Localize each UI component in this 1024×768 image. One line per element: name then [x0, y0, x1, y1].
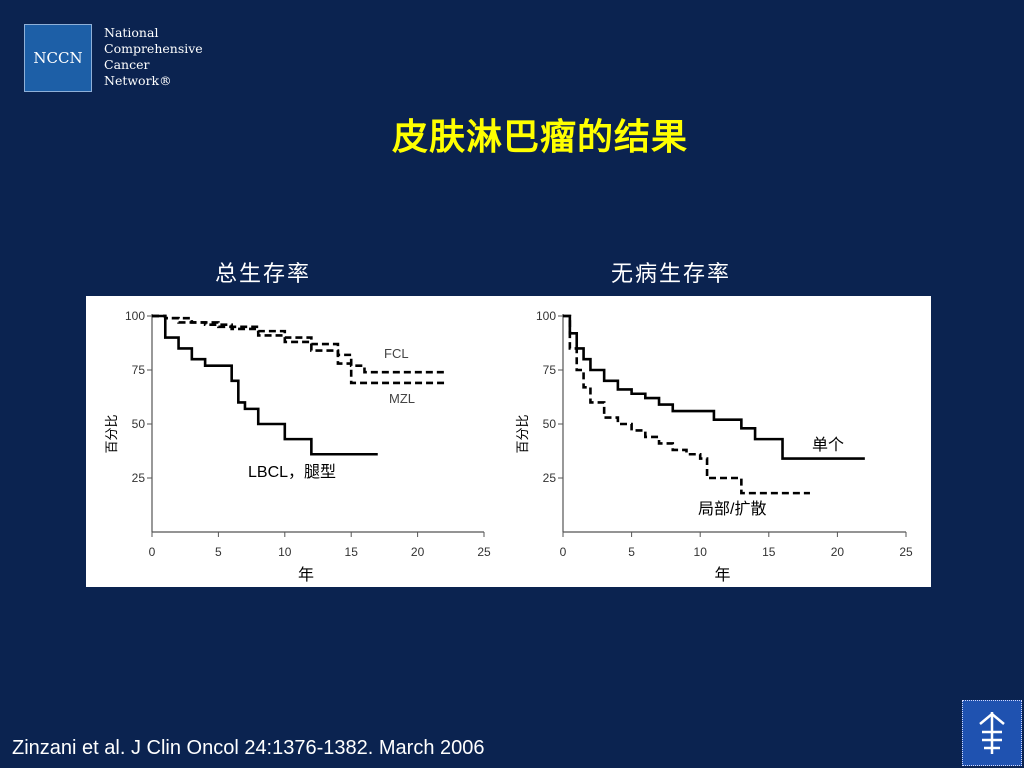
caduceus-style-emblem-icon — [962, 700, 1022, 766]
x-tick-label: 20 — [411, 545, 425, 559]
y-tick-label: 100 — [536, 309, 556, 323]
slide-title: 皮肤淋巴瘤的结果 — [391, 117, 688, 158]
series-line-1 — [152, 314, 445, 385]
disease-free-survival-chart: 25 50 75 100 0 5 10 15 20 25 年 百分比单个局部/扩散 — [516, 309, 913, 584]
y-axis-title: 百分比 — [516, 414, 531, 453]
x-tick-label: 25 — [477, 545, 491, 559]
y-tick-label: 100 — [125, 309, 145, 323]
x-axis-title: 年 — [298, 565, 314, 584]
y-tick-label: 25 — [543, 471, 557, 485]
x-tick-label: 10 — [694, 545, 708, 559]
x-tick-label: 0 — [560, 545, 567, 559]
logo-line-2: Comprehensive — [104, 41, 203, 56]
series-line-0 — [563, 314, 865, 460]
chart-panel — [86, 296, 931, 587]
emblem-glyph-icon — [979, 712, 1005, 754]
nccn-logo-wordmark: National Comprehensive Cancer Network® — [104, 25, 203, 89]
series-line-0 — [152, 314, 445, 374]
y-tick-label: 50 — [132, 417, 146, 431]
x-tick-label: 10 — [278, 545, 292, 559]
y-tick-label: 75 — [132, 363, 146, 377]
curve-label: FCL — [384, 346, 409, 361]
nccn-logo-abbr: NCCN — [33, 49, 83, 67]
x-tick-label: 0 — [149, 545, 156, 559]
curve-label: 单个 — [812, 436, 844, 454]
y-tick-label: 75 — [543, 363, 557, 377]
x-tick-label: 25 — [899, 545, 913, 559]
x-tick-label: 15 — [345, 545, 359, 559]
chart-subtitle-overall: 总生存率 — [215, 262, 312, 287]
y-axis-title: 百分比 — [105, 414, 120, 453]
curve-label: MZL — [389, 391, 415, 406]
logo-line-4: Network® — [104, 73, 172, 88]
chart-subtitle-disease-free: 无病生存率 — [611, 262, 732, 287]
curve-label: 局部/扩散 — [698, 500, 766, 518]
nccn-logo-box: NCCN — [24, 24, 92, 92]
citation-text: Zinzani et al. J Clin Oncol 24:1376-1382… — [12, 737, 485, 759]
x-axis-title: 年 — [714, 565, 730, 584]
x-tick-label: 15 — [762, 545, 776, 559]
series-line-2 — [152, 314, 378, 456]
logo-line-1: National — [104, 25, 159, 40]
x-tick-label: 5 — [628, 545, 635, 559]
y-tick-label: 50 — [543, 417, 557, 431]
overall-survival-chart: 25 50 75 100 0 5 10 15 20 25 年 百分比 FCL MZL LBCL，腿型 — [105, 309, 491, 584]
logo-line-3: Cancer — [104, 57, 150, 72]
x-tick-label: 5 — [215, 545, 222, 559]
x-tick-label: 20 — [831, 545, 845, 559]
curve-label: LBCL，腿型 — [248, 463, 336, 481]
y-tick-label: 25 — [132, 471, 146, 485]
series-line-1 — [563, 314, 810, 495]
